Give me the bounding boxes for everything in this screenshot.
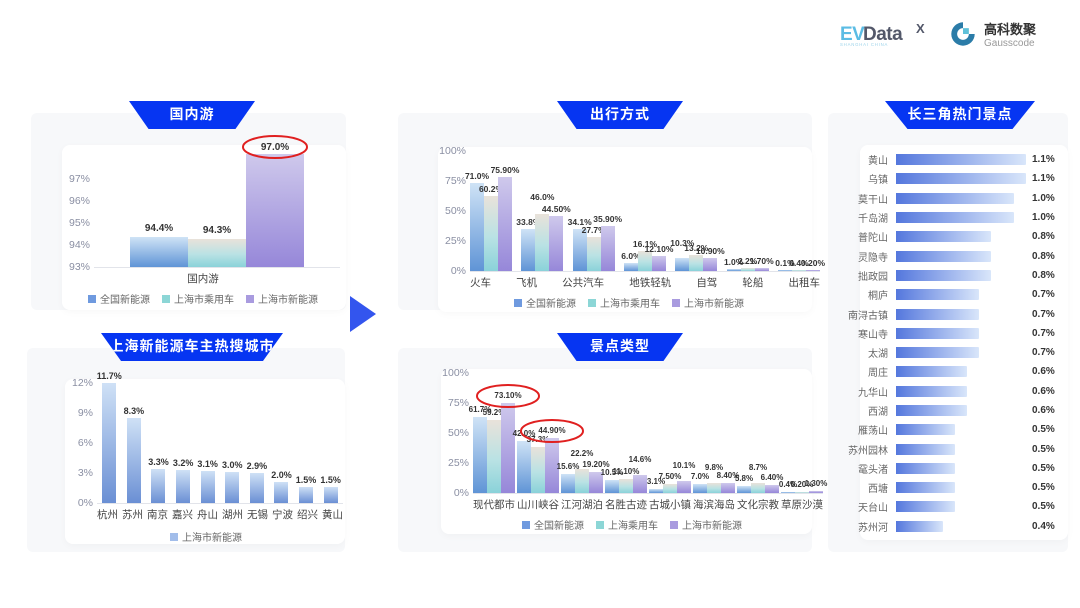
svg-text:X: X <box>916 21 925 36</box>
svg-text:高科数聚: 高科数聚 <box>984 22 1037 37</box>
svg-text:SHANGHAI CHINA: SHANGHAI CHINA <box>840 42 888 47</box>
svg-text:Gausscode: Gausscode <box>984 38 1035 48</box>
